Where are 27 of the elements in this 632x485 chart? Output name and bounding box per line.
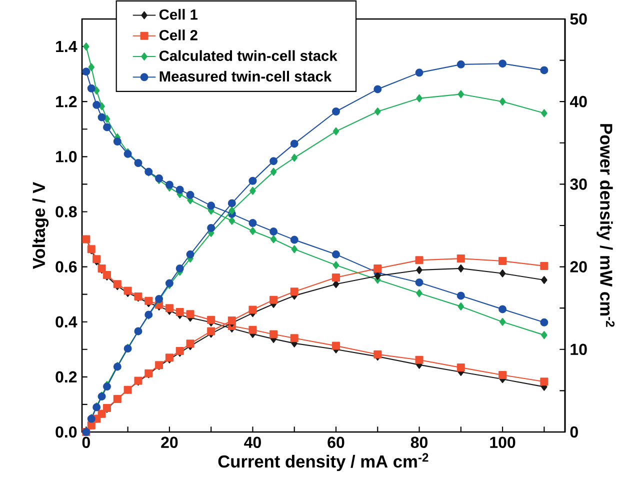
y2-tick-label: 0 (570, 426, 578, 438)
x-tick-label: 80 (410, 436, 428, 448)
x-tick-label: 100 (490, 436, 516, 448)
y-tick-label: 1.2 (56, 96, 77, 108)
legend-label: Cell 1 (159, 8, 198, 20)
x-tick-label: 40 (244, 436, 261, 448)
y-axis-title: Voltage / V (32, 182, 49, 270)
y-tick-label: 0.0 (56, 426, 77, 438)
y2-tick-label: 40 (570, 96, 587, 108)
y-tick-label: 1.0 (56, 151, 77, 162)
y-tick-label: 0.4 (56, 316, 78, 328)
x-axis-title: Current density / mA cm$^{-2}$ (218, 453, 428, 472)
y2-tick-label: 10 (570, 344, 587, 356)
y-tick-label: 0.8 (56, 206, 77, 218)
legend-label: Measured twin-cell stack (160, 70, 332, 82)
y2-axis-title: Power density / mW cm$^{-2}$ (596, 124, 615, 327)
y2-tick-label: 50 (570, 13, 587, 25)
y2-tick-label: 20 (570, 261, 587, 272)
x-tick-label: 20 (161, 436, 178, 448)
y-tick-label: 0.6 (56, 261, 77, 272)
y-tick-label: 1.4 (56, 41, 78, 52)
x-tick-label: 0 (82, 436, 90, 448)
legend-label: Calculated twin-cell stack (159, 50, 338, 61)
legend-label: Cell 2 (159, 30, 198, 40)
y2-tick-label: 30 (570, 178, 587, 190)
x-tick-label: 60 (328, 436, 344, 448)
y-tick-label: 0.2 (56, 371, 77, 383)
